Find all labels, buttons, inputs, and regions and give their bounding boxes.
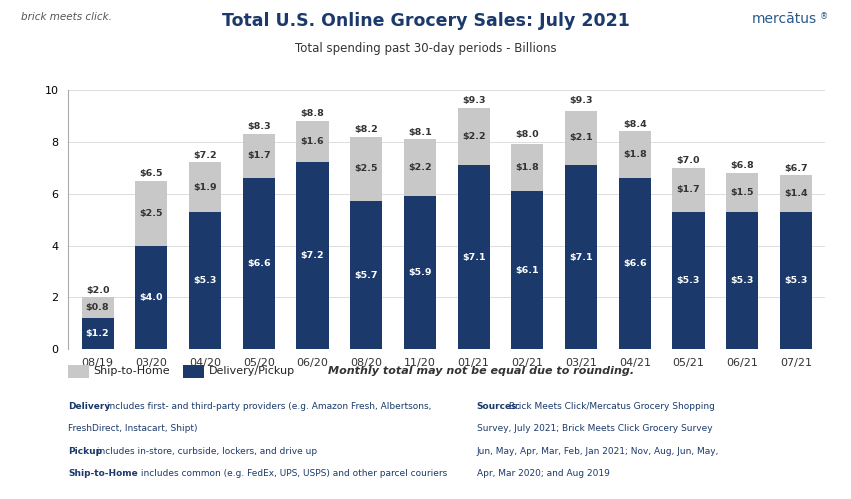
Text: $2.5: $2.5 — [140, 209, 163, 218]
Text: $7.2: $7.2 — [300, 251, 324, 260]
Text: FreshDirect, Instacart, Shipt): FreshDirect, Instacart, Shipt) — [68, 424, 197, 433]
Bar — [189, 212, 221, 349]
Text: $8.3: $8.3 — [247, 122, 271, 131]
Bar — [189, 163, 221, 212]
Text: Ship-to-Home: Ship-to-Home — [94, 366, 170, 376]
Text: Total spending past 30-day periods - Billions: Total spending past 30-day periods - Bil… — [294, 42, 557, 55]
Bar — [619, 131, 651, 178]
Text: includes in-store, curbside, lockers, and drive up: includes in-store, curbside, lockers, an… — [94, 447, 317, 456]
Text: $1.5: $1.5 — [730, 188, 754, 197]
Bar — [672, 212, 705, 349]
Text: $9.3: $9.3 — [569, 96, 593, 105]
Bar — [780, 212, 812, 349]
Text: Delivery: Delivery — [68, 402, 111, 411]
Bar — [135, 181, 168, 246]
Bar — [135, 246, 168, 349]
Text: $6.6: $6.6 — [623, 259, 647, 268]
Text: Apr, Mar 2020; and Aug 2019: Apr, Mar 2020; and Aug 2019 — [477, 469, 609, 478]
Bar — [458, 165, 489, 349]
Bar — [780, 176, 812, 212]
Text: $5.7: $5.7 — [355, 271, 378, 280]
Bar — [565, 165, 597, 349]
Bar — [350, 202, 382, 349]
Text: $7.2: $7.2 — [193, 151, 217, 160]
Bar — [296, 163, 328, 349]
Bar — [243, 134, 275, 178]
Text: ®: ® — [820, 12, 828, 21]
Text: $7.1: $7.1 — [462, 252, 485, 261]
Text: $1.9: $1.9 — [193, 183, 217, 192]
Text: $1.4: $1.4 — [784, 189, 808, 198]
Text: Total U.S. Online Grocery Sales: July 2021: Total U.S. Online Grocery Sales: July 20… — [221, 12, 630, 30]
Text: $6.1: $6.1 — [516, 265, 540, 274]
Text: Sources:: Sources: — [477, 402, 521, 411]
Text: $2.0: $2.0 — [86, 286, 110, 295]
Text: $8.2: $8.2 — [354, 125, 378, 134]
Bar — [565, 111, 597, 165]
Bar — [672, 168, 705, 212]
Text: $8.0: $8.0 — [516, 130, 540, 139]
Text: $8.1: $8.1 — [408, 128, 431, 137]
Text: $6.8: $6.8 — [730, 161, 754, 170]
Text: $2.2: $2.2 — [462, 132, 485, 141]
Text: Jun, May, Apr, Mar, Feb, Jan 2021; Nov, Aug, Jun, May,: Jun, May, Apr, Mar, Feb, Jan 2021; Nov, … — [477, 447, 719, 456]
Text: Brick Meets Click/Mercatus Grocery Shopping: Brick Meets Click/Mercatus Grocery Shopp… — [506, 402, 715, 411]
Text: brick meets click.: brick meets click. — [21, 12, 112, 22]
Text: includes first- and third-party providers (e.g. Amazon Fresh, Albertsons,: includes first- and third-party provider… — [104, 402, 431, 411]
Bar — [404, 139, 436, 196]
Text: $7.1: $7.1 — [569, 252, 593, 261]
Text: $1.2: $1.2 — [86, 329, 110, 338]
Text: $1.7: $1.7 — [677, 185, 700, 194]
Bar — [511, 144, 544, 191]
Text: Delivery/Pickup: Delivery/Pickup — [208, 366, 294, 376]
Bar — [243, 178, 275, 349]
Bar — [296, 121, 328, 163]
Text: $4.0: $4.0 — [140, 293, 163, 302]
Text: $5.3: $5.3 — [785, 276, 808, 285]
Text: $5.3: $5.3 — [193, 276, 217, 285]
Text: Survey, July 2021; Brick Meets Click Grocery Survey: Survey, July 2021; Brick Meets Click Gro… — [477, 424, 712, 433]
Text: $5.3: $5.3 — [730, 276, 754, 285]
Text: $1.6: $1.6 — [300, 137, 324, 146]
Text: $6.6: $6.6 — [247, 259, 271, 268]
Bar — [511, 191, 544, 349]
Text: $6.5: $6.5 — [140, 169, 163, 178]
Bar — [82, 297, 114, 318]
Bar — [619, 178, 651, 349]
Text: $5.9: $5.9 — [408, 268, 431, 277]
Text: $2.1: $2.1 — [569, 133, 593, 142]
Text: $8.4: $8.4 — [623, 120, 647, 129]
Text: $1.7: $1.7 — [247, 152, 271, 161]
Text: Pickup: Pickup — [68, 447, 102, 456]
Text: $5.3: $5.3 — [677, 276, 700, 285]
Bar — [458, 108, 489, 165]
Bar — [726, 212, 758, 349]
Text: $0.8: $0.8 — [86, 303, 110, 312]
Bar — [82, 318, 114, 349]
Bar — [350, 137, 382, 202]
Text: $2.5: $2.5 — [355, 165, 378, 174]
Text: $8.8: $8.8 — [300, 109, 324, 118]
Bar — [404, 196, 436, 349]
Bar — [726, 173, 758, 212]
Text: includes common (e.g. FedEx, UPS, USPS) and other parcel couriers: includes common (e.g. FedEx, UPS, USPS) … — [138, 469, 447, 478]
Text: Monthly total may not be equal due to rounding.: Monthly total may not be equal due to ro… — [328, 366, 634, 376]
Text: $1.8: $1.8 — [516, 163, 540, 172]
Text: $1.8: $1.8 — [623, 150, 647, 159]
Text: $2.2: $2.2 — [408, 163, 431, 172]
Text: mercātus: mercātus — [751, 12, 817, 26]
Text: Ship-to-Home: Ship-to-Home — [68, 469, 138, 478]
Text: $7.0: $7.0 — [677, 156, 700, 165]
Text: $9.3: $9.3 — [462, 96, 485, 105]
Text: $6.7: $6.7 — [784, 164, 808, 173]
